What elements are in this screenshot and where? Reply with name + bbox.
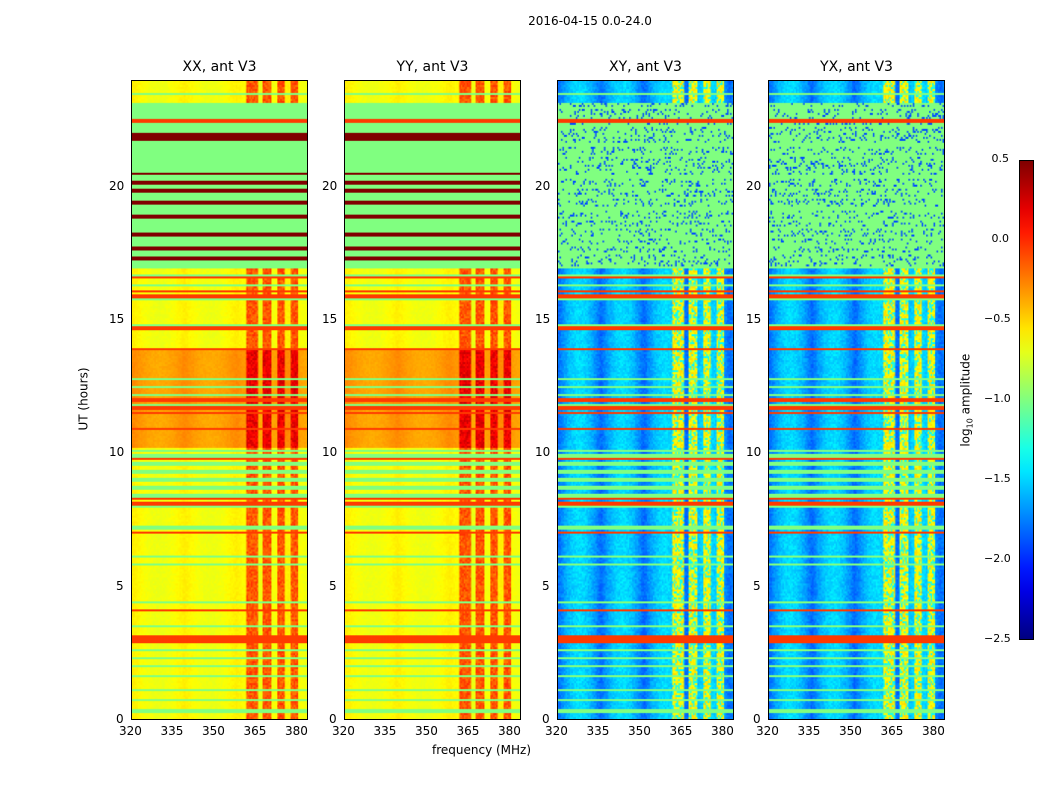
panel-title: YX, ant V3 bbox=[820, 59, 893, 75]
heatmap-yx bbox=[768, 80, 945, 720]
y-tick-label: 0 bbox=[329, 712, 337, 726]
y-tick-label: 10 bbox=[746, 445, 762, 460]
y-tick-label: 15 bbox=[109, 312, 125, 326]
figure-title: 2016-04-15 0.0-24.0 bbox=[528, 14, 652, 28]
heatmap-xx bbox=[131, 80, 308, 720]
colorbar-tick-label: −1.5 bbox=[984, 472, 1011, 485]
x-tick-label: 380 bbox=[921, 724, 945, 738]
x-tick-label: 335 bbox=[797, 724, 821, 738]
x-tick-label: 320 bbox=[545, 724, 568, 738]
y-tick-label: 15 bbox=[322, 312, 338, 326]
panel-title: XX, ant V3 bbox=[182, 59, 257, 75]
x-tick-label: 365 bbox=[669, 724, 693, 738]
heatmap-xy bbox=[557, 80, 734, 720]
x-tick-label: 350 bbox=[201, 724, 225, 738]
colorbar-tick-label: 0.0 bbox=[991, 232, 1010, 245]
y-tick-label: 0 bbox=[753, 712, 761, 726]
x-tick-label: 335 bbox=[160, 724, 184, 738]
x-axis-label: frequency (MHz) bbox=[432, 743, 532, 757]
y-tick-label: 10 bbox=[109, 445, 125, 460]
y-tick-label: 20 bbox=[322, 178, 338, 193]
x-tick-label: 380 bbox=[497, 724, 521, 738]
colorbar-tick-label: −1.0 bbox=[984, 392, 1011, 405]
y-tick-label: 20 bbox=[535, 178, 551, 193]
y-tick-label: 15 bbox=[746, 312, 762, 326]
y-tick-label: 20 bbox=[109, 178, 125, 193]
x-tick-label: 320 bbox=[332, 724, 355, 738]
x-tick-label: 365 bbox=[456, 724, 480, 738]
panel-title: YY, ant V3 bbox=[396, 59, 469, 75]
y-tick-label: 5 bbox=[542, 578, 550, 593]
x-tick-label: 335 bbox=[373, 724, 397, 738]
x-tick-label: 350 bbox=[414, 724, 438, 738]
heatmap-yy bbox=[344, 80, 521, 720]
x-tick-label: 380 bbox=[284, 724, 308, 738]
x-tick-label: 350 bbox=[627, 724, 651, 738]
y-tick-label: 5 bbox=[753, 578, 761, 593]
x-tick-label: 350 bbox=[838, 724, 862, 738]
colorbar-tick-label: 0.5 bbox=[991, 152, 1010, 165]
x-tick-label: 380 bbox=[710, 724, 734, 738]
y-tick-label: 20 bbox=[746, 178, 762, 193]
x-tick-label: 335 bbox=[586, 724, 610, 738]
x-tick-label: 365 bbox=[243, 724, 267, 738]
y-tick-label: 0 bbox=[542, 712, 550, 726]
y-tick-label: 10 bbox=[322, 445, 338, 460]
colorbar-tick-label: −2.5 bbox=[984, 632, 1011, 645]
x-tick-label: 365 bbox=[880, 724, 904, 738]
y-axis-label: UT (hours) bbox=[76, 367, 91, 431]
y-tick-label: 0 bbox=[116, 712, 124, 726]
y-tick-label: 15 bbox=[535, 312, 551, 326]
colorbar bbox=[1019, 160, 1034, 640]
colorbar-label: log10 amplitude bbox=[958, 353, 975, 447]
panel-title: XY, ant V3 bbox=[609, 59, 682, 75]
y-tick-label: 10 bbox=[535, 445, 551, 460]
y-tick-label: 5 bbox=[329, 578, 337, 593]
y-tick-label: 5 bbox=[116, 578, 124, 593]
x-tick-label: 320 bbox=[119, 724, 142, 738]
colorbar-tick-label: −2.0 bbox=[984, 552, 1011, 565]
x-tick-label: 320 bbox=[756, 724, 779, 738]
colorbar-tick-label: −0.5 bbox=[984, 312, 1011, 325]
